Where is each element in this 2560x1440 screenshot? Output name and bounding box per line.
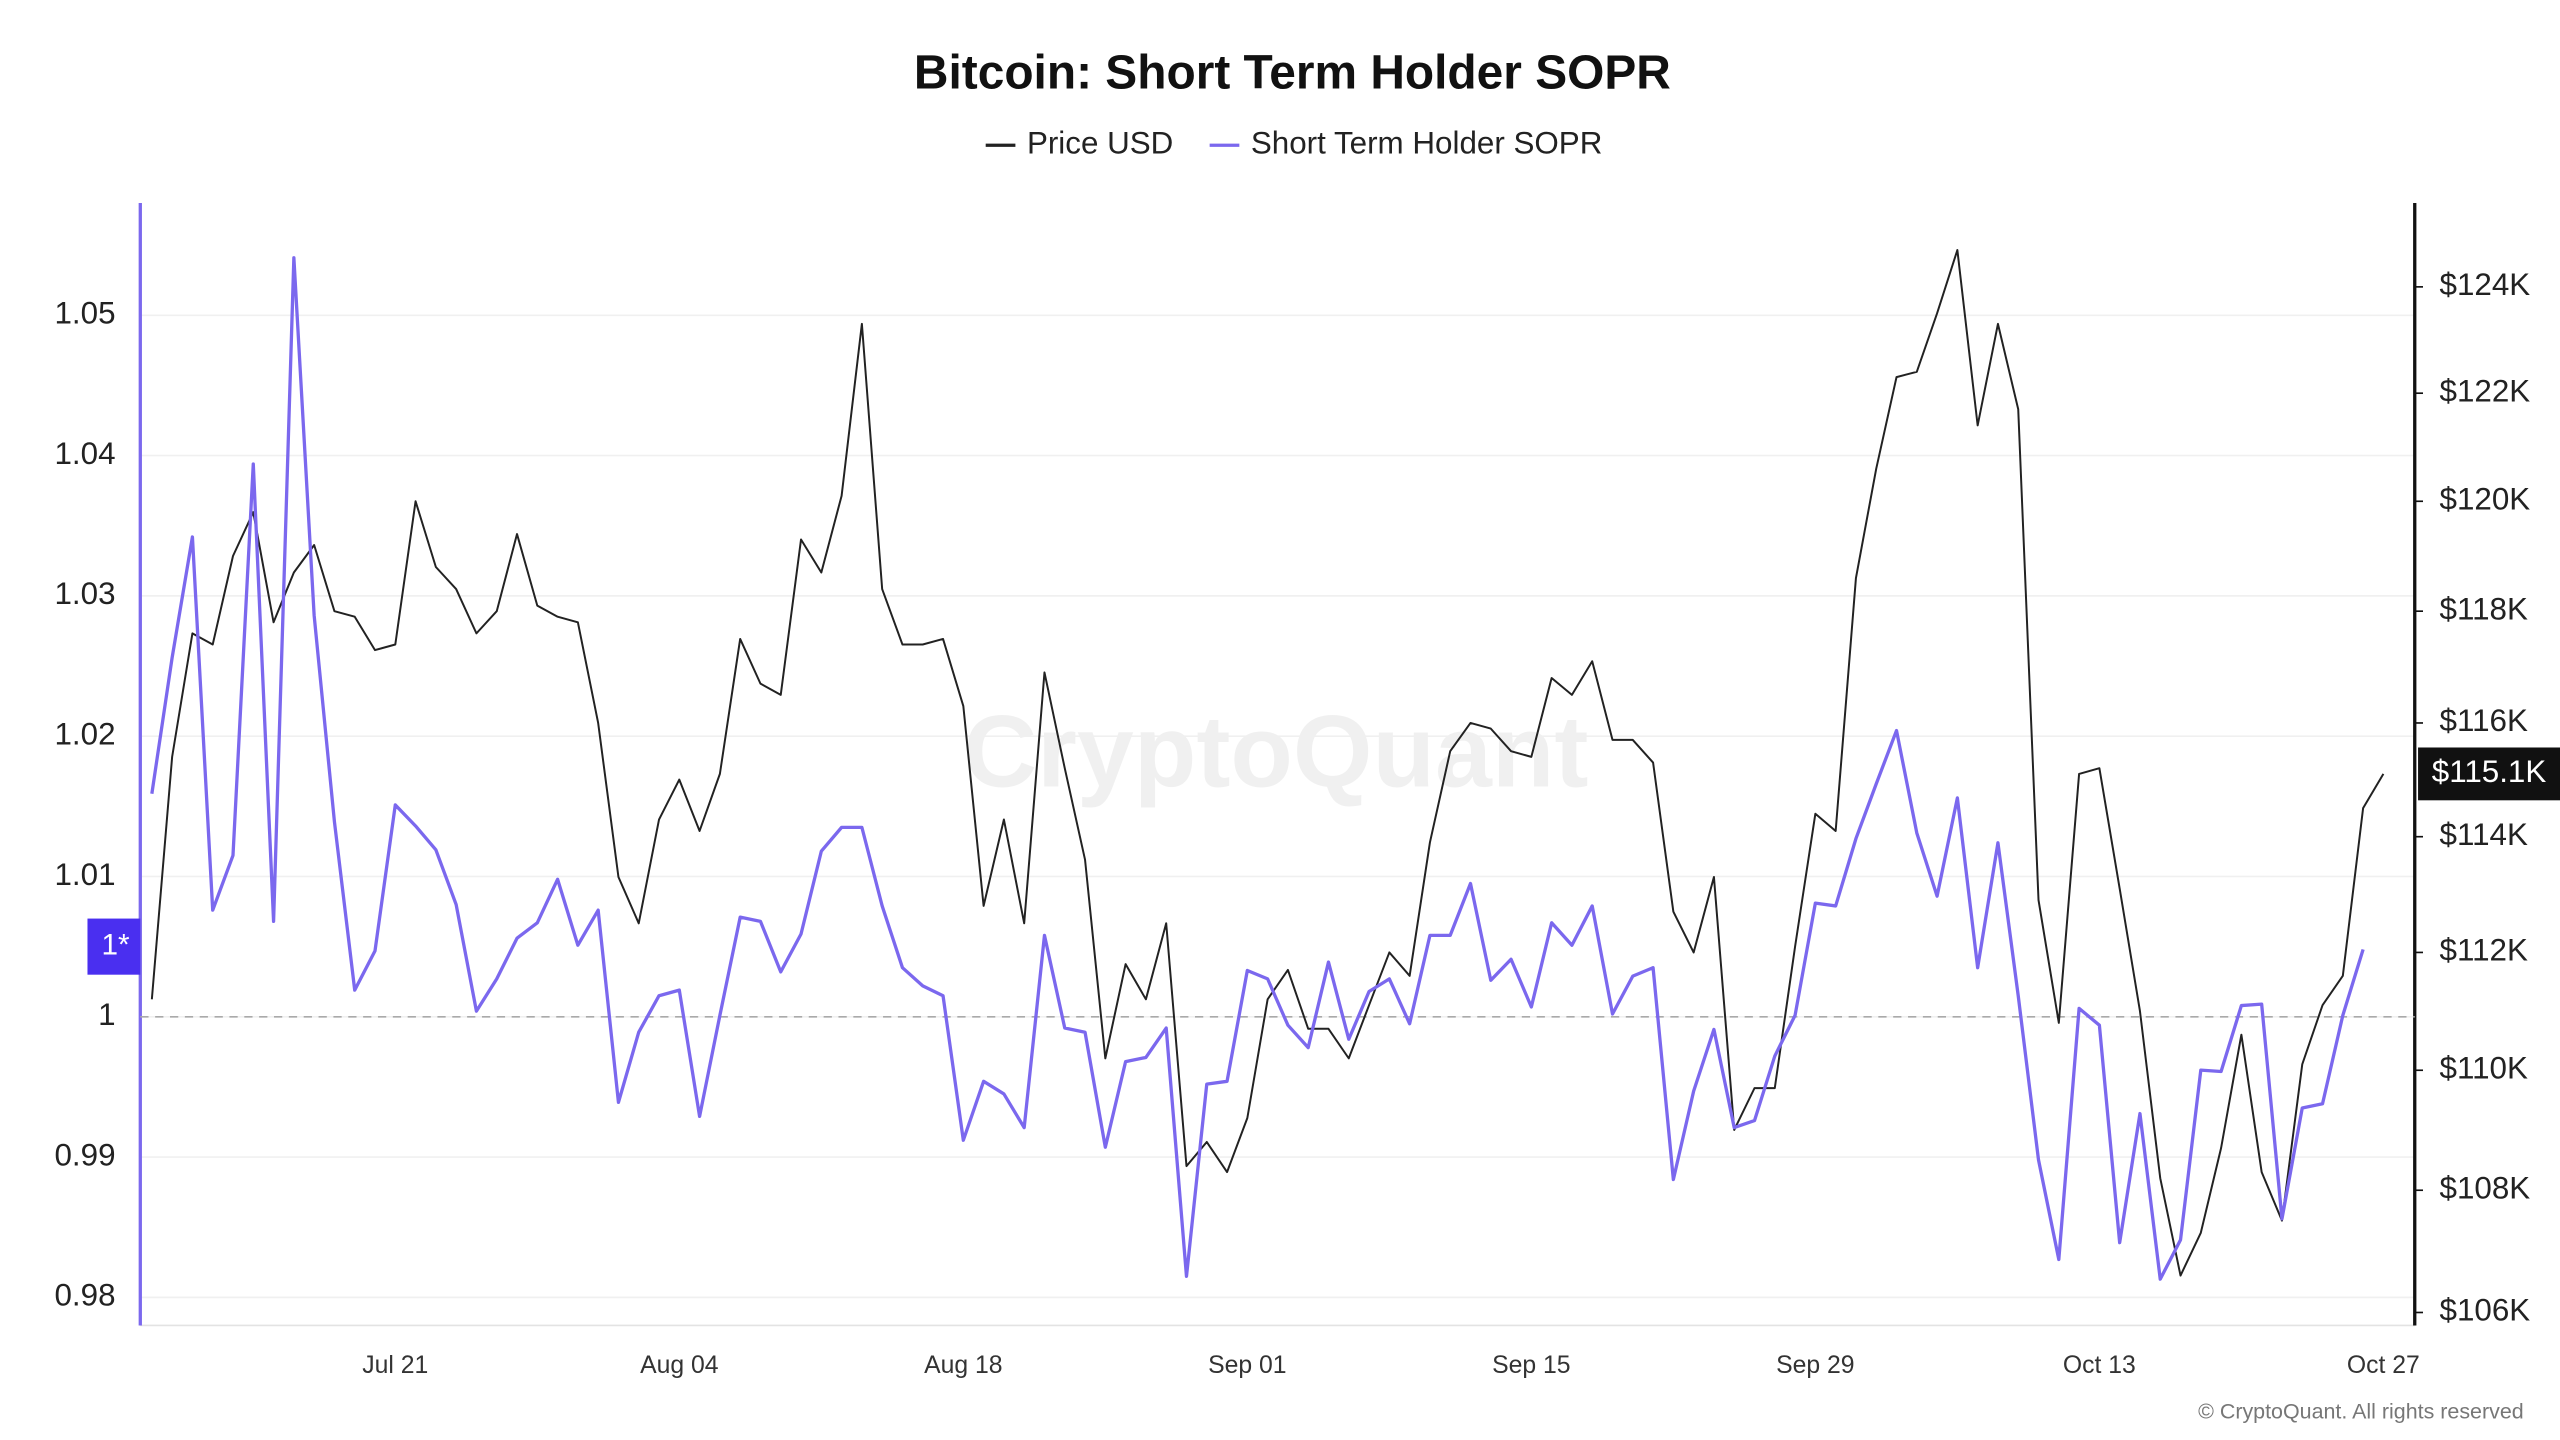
legend-label: Short Term Holder SOPR	[1251, 126, 1602, 161]
x-tick-label: Jul 21	[362, 1352, 428, 1379]
line-series	[150, 249, 2385, 1277]
legend: Price USD Short Term Holder SOPR	[985, 126, 1602, 161]
y2-tick-label: $114K	[2440, 817, 2528, 852]
y2-current-marker	[2418, 747, 2560, 801]
x-tick-label: Aug 18	[924, 1352, 1002, 1379]
source-note: © CryptoQuant. All rights reserved	[2198, 1400, 2524, 1424]
y-tick-label: 0.98	[54, 1278, 115, 1313]
y-current-label: 1*	[101, 928, 130, 961]
x-tick-label: Sep 15	[1492, 1352, 1570, 1379]
y-tick-label: 1.02	[54, 716, 115, 751]
y2-tick-label: $124K	[2440, 267, 2531, 302]
x-tick-label: Oct 13	[2063, 1352, 2136, 1379]
y2-tick-label: $106K	[2440, 1293, 2531, 1328]
y-tick-label: 1.03	[54, 576, 115, 611]
y-tick-label: 1.04	[54, 436, 115, 471]
y2-current-label: $115.1K	[2432, 754, 2547, 789]
y-current-marker	[87, 918, 141, 975]
x-tick-label: Sep 29	[1776, 1352, 1854, 1379]
x-tick-label: Oct 27	[2347, 1352, 2420, 1379]
y2-tick-label: $112K	[2440, 933, 2528, 968]
chart-title: Bitcoin: Short Term Holder SOPR	[914, 47, 1671, 100]
watermark: CryptoQuant	[963, 693, 1588, 808]
x-tick-label: Aug 04	[640, 1352, 719, 1379]
x-tick-label: Sep 01	[1208, 1352, 1286, 1379]
y-tick-label: 1.01	[54, 857, 115, 892]
y2-tick-label: $122K	[2440, 373, 2531, 408]
y2-tick-label: $116K	[2440, 703, 2528, 738]
legend-label: Price USD	[1027, 126, 1173, 161]
y-tick-label: 1.05	[54, 296, 115, 331]
y-tick-label: 0.99	[54, 1137, 115, 1172]
y-tick-label: 1	[98, 997, 115, 1032]
y2-tick-label: $108K	[2440, 1171, 2531, 1206]
line-series	[150, 256, 2365, 1281]
y2-tick-label: $120K	[2440, 482, 2531, 517]
y2-tick-label: $118K	[2440, 591, 2528, 626]
y2-tick-label: $110K	[2440, 1051, 2528, 1086]
